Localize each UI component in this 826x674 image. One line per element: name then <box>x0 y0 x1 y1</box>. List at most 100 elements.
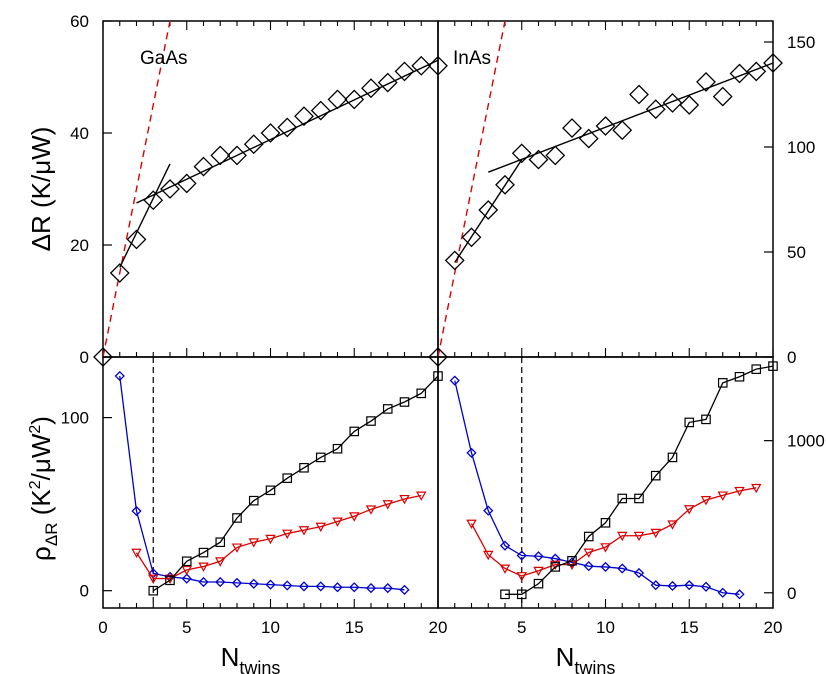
data-point <box>265 485 276 496</box>
data-point <box>382 500 393 510</box>
data-point <box>667 452 678 463</box>
data-point <box>684 580 695 591</box>
data-point <box>650 528 661 539</box>
data-point <box>763 53 783 73</box>
data-point <box>164 574 176 585</box>
data-point <box>131 505 142 517</box>
fit-line <box>454 159 523 263</box>
data-point <box>562 118 582 139</box>
data-point <box>483 550 494 561</box>
x-tick-label: 10 <box>261 618 280 637</box>
data-point <box>361 78 381 99</box>
data-point <box>215 557 226 567</box>
data-point <box>382 582 393 594</box>
data-point <box>332 517 343 527</box>
data-point <box>176 173 197 194</box>
data-point <box>198 547 209 558</box>
data-point <box>500 589 510 600</box>
data-point <box>232 513 242 523</box>
y-axis-title: ρΔR (K2/μW2) <box>26 416 61 561</box>
data-point <box>265 534 276 545</box>
panel-gaas_rho: 0 100 0 5 10 15 20 ρΔR (K2/μW2) Ntwins <box>26 356 447 674</box>
data-point <box>332 582 343 593</box>
y-tick-label: 0 <box>80 582 89 601</box>
x-tick-label: 15 <box>345 618 364 637</box>
data-point <box>181 556 192 567</box>
data-point <box>684 417 695 428</box>
data-point <box>131 548 142 559</box>
data-point <box>416 388 427 399</box>
y-tick: 0 <box>80 582 112 601</box>
series-line <box>454 380 740 595</box>
data-point <box>650 470 661 481</box>
data-point <box>382 404 393 414</box>
data-point <box>416 491 427 501</box>
panel-label: InAs <box>453 48 491 69</box>
data-point <box>215 576 226 588</box>
data-point <box>617 493 628 504</box>
x-tick-label: 15 <box>680 618 699 637</box>
y-tick-label: 50 <box>787 243 806 262</box>
data-point <box>734 589 745 600</box>
data-point <box>567 556 577 566</box>
data-point <box>533 551 544 562</box>
data-point <box>248 538 259 548</box>
data-point <box>516 572 527 582</box>
data-point <box>399 584 410 595</box>
data-point <box>583 531 594 542</box>
data-point <box>617 531 628 542</box>
data-point <box>600 518 611 528</box>
data-point <box>215 537 226 548</box>
data-point <box>550 562 561 572</box>
data-point <box>696 71 716 92</box>
data-point <box>160 179 180 199</box>
data-point <box>210 145 231 166</box>
data-point <box>193 156 214 177</box>
series-line <box>135 494 422 580</box>
data-point <box>282 473 293 483</box>
data-point <box>667 580 678 592</box>
series <box>114 370 410 595</box>
data-point <box>617 563 628 574</box>
series <box>500 361 778 600</box>
data-point <box>751 483 762 494</box>
data-point <box>712 86 733 107</box>
data-point <box>679 95 700 115</box>
series-line <box>152 375 439 592</box>
data-point <box>629 84 649 105</box>
data-point <box>327 89 348 110</box>
x-tick-label: 5 <box>517 618 526 637</box>
series-line <box>505 365 774 595</box>
y-tick-label: 100 <box>61 409 89 428</box>
data-point <box>600 561 611 573</box>
data-point <box>332 443 343 454</box>
y-tick: 20 <box>70 236 112 255</box>
data-point <box>227 145 247 166</box>
data-point <box>126 229 147 250</box>
data-point <box>198 576 209 588</box>
data-point <box>700 581 712 592</box>
data-point <box>365 582 377 594</box>
data-point <box>768 361 778 371</box>
series <box>131 491 427 585</box>
data-point <box>483 505 494 516</box>
y-tick: 60 <box>70 12 112 31</box>
data-point <box>299 462 309 473</box>
x-axis-title: Ntwins <box>556 642 616 674</box>
data-point <box>243 134 264 155</box>
data-point <box>578 128 599 149</box>
series <box>449 375 745 600</box>
data-point <box>399 397 410 407</box>
data-point <box>265 579 276 590</box>
data-point <box>315 452 326 463</box>
y-tick: 40 <box>70 124 112 143</box>
data-point <box>499 540 511 551</box>
data-point <box>298 581 310 592</box>
y-tick-label: 0 <box>80 348 89 367</box>
data-point <box>583 561 594 572</box>
data-point <box>511 143 532 164</box>
data-point <box>751 364 762 374</box>
y-tick: 150 <box>764 33 815 52</box>
data-point <box>734 486 745 497</box>
data-point <box>377 72 398 93</box>
